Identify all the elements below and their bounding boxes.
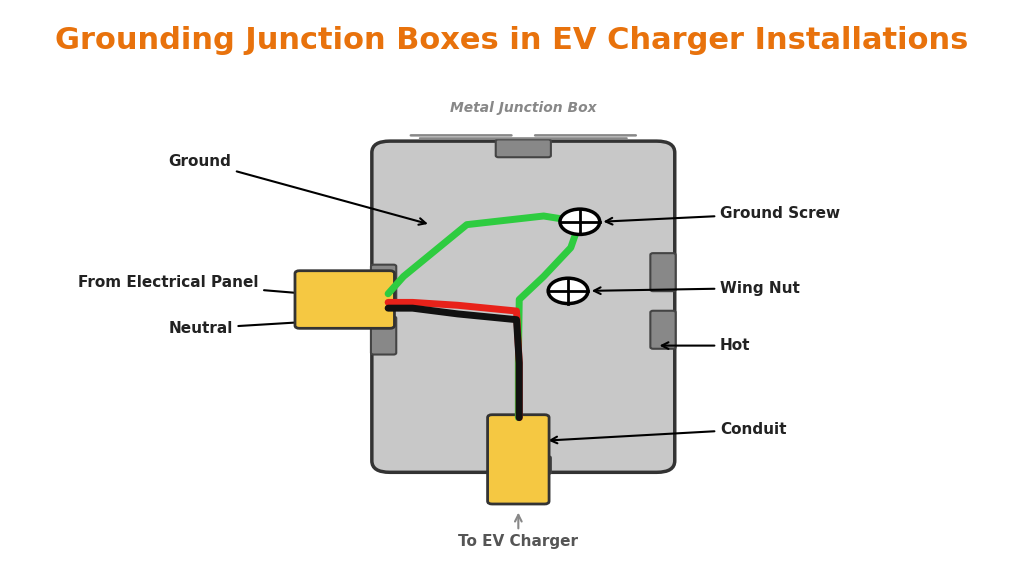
Text: From Electrical Panel: From Electrical Panel bbox=[78, 275, 385, 303]
FancyBboxPatch shape bbox=[372, 141, 675, 472]
Circle shape bbox=[560, 209, 600, 234]
Text: Metal Junction Box: Metal Junction Box bbox=[450, 101, 597, 115]
Text: Ground: Ground bbox=[168, 154, 426, 225]
Text: Hot: Hot bbox=[662, 338, 751, 353]
Text: Conduit: Conduit bbox=[551, 422, 786, 444]
Text: Ground Screw: Ground Screw bbox=[606, 206, 840, 225]
FancyBboxPatch shape bbox=[496, 139, 551, 157]
FancyBboxPatch shape bbox=[650, 311, 676, 349]
Text: Wing Nut: Wing Nut bbox=[594, 281, 800, 295]
FancyBboxPatch shape bbox=[371, 317, 396, 354]
FancyBboxPatch shape bbox=[295, 271, 394, 328]
FancyBboxPatch shape bbox=[496, 456, 551, 474]
Text: To EV Charger: To EV Charger bbox=[459, 515, 579, 549]
FancyBboxPatch shape bbox=[650, 253, 676, 291]
Text: Neutral: Neutral bbox=[168, 314, 385, 336]
FancyBboxPatch shape bbox=[371, 265, 396, 303]
Text: Grounding Junction Boxes in EV Charger Installations: Grounding Junction Boxes in EV Charger I… bbox=[55, 26, 969, 55]
Circle shape bbox=[548, 278, 588, 304]
FancyBboxPatch shape bbox=[487, 415, 549, 504]
